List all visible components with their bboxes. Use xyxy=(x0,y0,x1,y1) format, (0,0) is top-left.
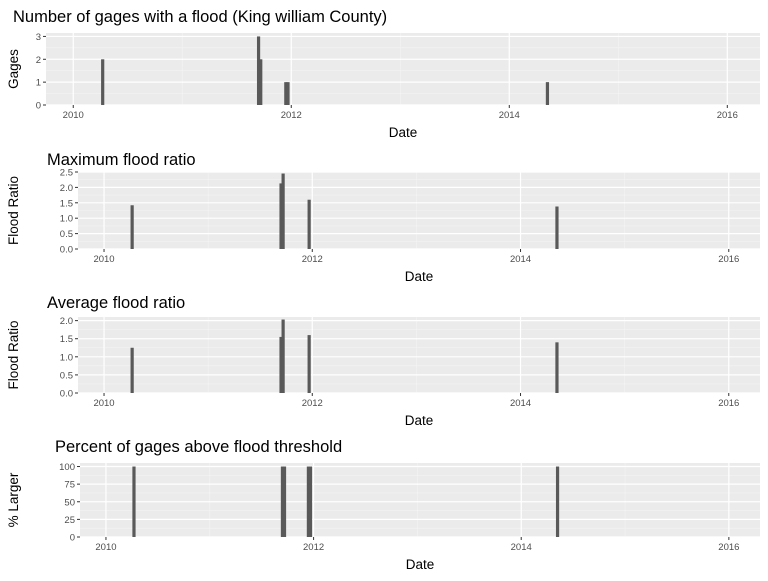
y-tick-label: 0.0 xyxy=(60,389,73,400)
y-tick-label: 1 xyxy=(36,78,41,89)
x-axis-label: Date xyxy=(406,557,435,572)
x-axis-label: Date xyxy=(405,413,434,428)
chart-panel-4: 2010 2012 2014 2016 0 25 50 75 100 Percent of gag… xyxy=(6,438,760,572)
x-tick-label: 2010 xyxy=(95,542,116,553)
y-tick-label: 1.0 xyxy=(60,214,73,225)
x-tick-label: 2010 xyxy=(63,110,84,121)
y-tick-label: 2.0 xyxy=(60,183,73,194)
bar xyxy=(555,466,560,537)
y-tick-label: 2.5 xyxy=(60,168,73,179)
x-tick-label: 2016 xyxy=(718,542,739,553)
bar xyxy=(555,206,559,249)
bar xyxy=(256,36,261,105)
bar xyxy=(279,183,283,249)
bar xyxy=(286,82,290,105)
bar xyxy=(555,342,559,393)
x-tick-label: 2010 xyxy=(93,254,114,265)
y-tick-label: 100 xyxy=(59,462,75,473)
bar xyxy=(281,173,285,249)
chart-panel-1: 2010 2012 2014 2016 0 1 2 3 Number of gages with… xyxy=(6,8,760,140)
y-axis-label: Gages xyxy=(6,49,21,89)
x-tick-label: 2016 xyxy=(718,398,739,409)
bar xyxy=(130,205,134,249)
plot-background xyxy=(46,33,760,105)
bar xyxy=(308,466,313,537)
y-axis-label: Flood Ratio xyxy=(6,320,21,389)
y-axis-label: Flood Ratio xyxy=(6,176,21,245)
chart-title: Number of gages with a flood (King willi… xyxy=(13,8,387,26)
bar xyxy=(307,199,311,249)
x-tick-label: 2012 xyxy=(302,254,323,265)
chart-panel-2: 2010 2012 2014 2016 0.0 0.5 1.0 1.5 2.0 2.5Maximu… xyxy=(6,151,760,284)
bar xyxy=(132,466,136,537)
x-tick-label: 2014 xyxy=(510,254,531,265)
x-tick-label: 2014 xyxy=(510,398,531,409)
x-tick-label: 2016 xyxy=(717,110,738,121)
bar xyxy=(279,336,283,393)
x-axis-label: Date xyxy=(389,125,418,140)
plot-background xyxy=(78,317,760,393)
x-tick-label: 2012 xyxy=(302,398,323,409)
bar xyxy=(306,466,310,537)
y-tick-label: 1.5 xyxy=(60,334,73,345)
y-tick-label: 0.5 xyxy=(60,370,73,381)
y-tick-label: 25 xyxy=(64,515,75,526)
y-axis-label: % Larger xyxy=(6,472,21,527)
y-tick-label: 1.5 xyxy=(60,198,73,209)
chart-title: Percent of gages above flood threshold xyxy=(55,438,342,456)
y-tick-label: 2 xyxy=(36,55,41,66)
bar xyxy=(259,59,263,105)
y-tick-label: 75 xyxy=(64,480,75,491)
bar xyxy=(280,466,285,537)
chart-title: Maximum flood ratio xyxy=(47,151,196,169)
y-tick-label: 50 xyxy=(64,497,75,508)
bar xyxy=(307,335,311,393)
y-tick-label: 0 xyxy=(70,533,75,544)
x-tick-label: 2010 xyxy=(93,398,114,409)
chart-title: Average flood ratio xyxy=(47,294,185,312)
bar xyxy=(130,347,134,393)
y-tick-label: 0 xyxy=(36,101,41,112)
x-tick-label: 2012 xyxy=(281,110,302,121)
y-tick-label: 0.5 xyxy=(60,229,73,240)
y-tick-label: 0.0 xyxy=(60,245,73,256)
bar xyxy=(101,59,105,105)
plot-background xyxy=(80,463,760,537)
x-tick-label: 2014 xyxy=(499,110,520,121)
chart-panel-3: 2010 2012 2014 2016 0.0 0.5 1.0 1.5 2.0 Average f… xyxy=(6,294,760,428)
y-tick-label: 1.0 xyxy=(60,352,73,363)
bar xyxy=(284,82,288,105)
x-tick-label: 2012 xyxy=(303,542,324,553)
y-tick-label: 2.0 xyxy=(60,316,73,327)
bar xyxy=(545,82,550,105)
x-axis-label: Date xyxy=(405,269,434,284)
y-tick-label: 3 xyxy=(36,32,41,43)
x-tick-label: 2014 xyxy=(511,542,532,553)
x-tick-label: 2016 xyxy=(718,254,739,265)
bar xyxy=(282,466,287,537)
bar xyxy=(281,319,285,393)
